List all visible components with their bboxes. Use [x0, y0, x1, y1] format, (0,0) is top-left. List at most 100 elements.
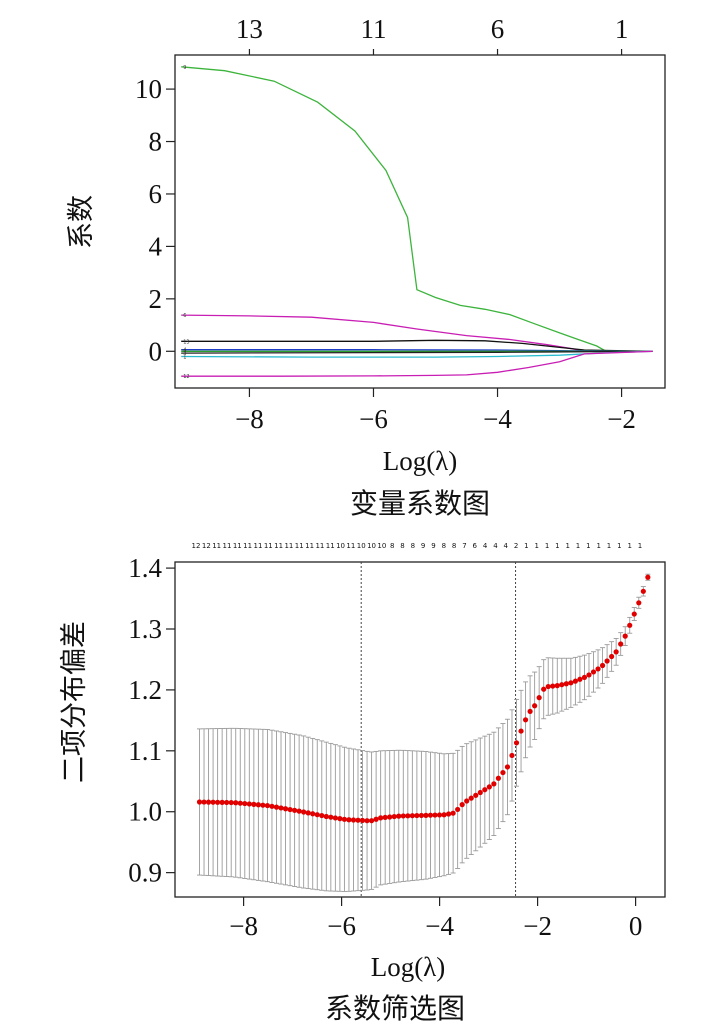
deviance-point	[296, 808, 302, 814]
deviance-point	[359, 817, 366, 824]
top-plot-frame	[174, 54, 666, 389]
top-count-label: 1	[607, 542, 611, 550]
deviance-point	[251, 801, 257, 807]
top-count-label: 1	[596, 542, 600, 550]
top-count-label: 11	[233, 542, 242, 550]
top-y-axis: 0 2 4 6 8 10	[135, 74, 175, 366]
deviance-point	[563, 681, 569, 687]
top-chart-title: 变量系数图	[350, 488, 490, 520]
top-top-axis: 13 11 6 1	[236, 14, 628, 55]
deviance-point	[210, 799, 216, 805]
deviance-point	[301, 809, 307, 815]
top-tick-label: 1	[615, 14, 629, 44]
deviance-point	[260, 802, 266, 808]
y-tick-label: 8	[149, 127, 163, 157]
deviance-point	[640, 588, 646, 594]
x-tick-label: −6	[327, 911, 356, 941]
y-tick-label: 1.1	[128, 736, 162, 766]
top-count-label: 11	[243, 542, 252, 550]
deviance-point	[323, 813, 329, 820]
top-count-label: 7	[462, 542, 466, 550]
top-count-label: 2	[514, 542, 518, 550]
y-tick-label: 6	[149, 179, 163, 209]
deviance-point	[513, 740, 520, 746]
top-count-label: 1	[535, 542, 539, 550]
deviance-point	[568, 680, 574, 686]
deviance-point	[645, 574, 651, 580]
coefficient-path-12	[181, 350, 653, 377]
deviance-point	[264, 802, 271, 809]
deviance-point	[595, 666, 601, 672]
top-count-label: 11	[264, 542, 273, 550]
top-count-label: 1	[586, 542, 590, 550]
top-tick-label: 13	[236, 14, 263, 44]
top-x-axis: −8 −6 −4 −2	[235, 388, 636, 434]
y-tick-label: 0	[149, 336, 163, 366]
y-tick-label: 1.3	[128, 614, 162, 644]
deviance-point	[622, 633, 628, 639]
top-count-label: 11	[253, 542, 262, 550]
deviance-point	[328, 814, 334, 820]
deviance-point	[400, 813, 406, 819]
top-count-label: 10	[336, 542, 345, 550]
top-count-label: 4	[493, 542, 498, 550]
deviance-point	[228, 799, 234, 806]
deviance-point	[599, 662, 606, 669]
deviance-point	[391, 813, 397, 820]
deviance-point	[287, 806, 293, 813]
y-tick-label: 0.9	[128, 858, 162, 888]
top-count-label: 1	[638, 542, 642, 550]
bottom-x-axis-label: Log(λ)	[371, 952, 446, 982]
deviance-point	[201, 799, 207, 805]
coefficient-path-label: 6	[183, 313, 186, 319]
deviance-point	[292, 807, 298, 813]
deviance-point	[319, 812, 325, 819]
top-count-label: 9	[431, 542, 435, 550]
deviance-point	[590, 669, 597, 675]
deviance-point	[441, 812, 447, 818]
x-tick-label: −2	[523, 911, 552, 941]
deviance-point	[273, 804, 280, 810]
bottom-y-axis-label: 二项分布偏差	[59, 621, 89, 783]
y-tick-label: 1.2	[128, 675, 162, 705]
deviance-point	[522, 717, 529, 723]
deviance-point	[432, 812, 438, 818]
deviance-point	[450, 810, 456, 816]
top-y-axis-label: 系数	[66, 195, 96, 249]
top-tick-label: 11	[360, 14, 386, 44]
top-count-label: 8	[442, 542, 446, 550]
bottom-y-axis: 0.9 1.0 1.1 1.2 1.3 1.4	[128, 553, 175, 888]
top-count-label: 11	[295, 542, 304, 550]
deviance-point	[414, 812, 420, 819]
top-count-label: 11	[346, 542, 355, 550]
deviance-point	[337, 816, 343, 822]
bottom-top-axis: 12 12 11 11 11 11 11 11 11 11 11 11 11 11 10 11 10 10 10 8 8…	[192, 542, 643, 550]
y-tick-label: 1.0	[128, 797, 162, 827]
deviance-point	[618, 641, 624, 647]
x-tick-label: −8	[229, 911, 258, 941]
deviance-point	[237, 800, 243, 806]
deviance-point	[409, 813, 415, 819]
deviance-point	[586, 672, 592, 678]
deviance-point	[382, 814, 388, 821]
x-tick-label: −2	[607, 404, 636, 434]
deviance-point	[572, 678, 578, 684]
coefficient-path-label: 12	[183, 374, 189, 380]
deviance-point	[545, 683, 551, 690]
top-count-label: 11	[315, 542, 324, 550]
coefficient-path-label: 1	[183, 355, 186, 361]
deviance-point	[491, 781, 497, 787]
deviance-point	[486, 784, 492, 790]
deviance-point	[242, 800, 248, 807]
bottom-chart-title: 系数筛选图	[325, 993, 465, 1025]
deviance-point	[500, 769, 506, 776]
deviance-point	[609, 653, 615, 660]
top-tick-label: 6	[491, 14, 505, 44]
deviance-point	[373, 816, 379, 822]
cross-validation-chart: −8 −6 −4 −2 0 0.91.01.11.21.31.4 12 12 11 11 11 1…	[59, 542, 666, 1025]
bottom-plot-frame	[174, 561, 666, 898]
deviance-point	[473, 792, 479, 798]
y-tick-label: 10	[135, 74, 162, 104]
deviance-point	[364, 818, 370, 824]
deviance-point	[205, 799, 212, 805]
